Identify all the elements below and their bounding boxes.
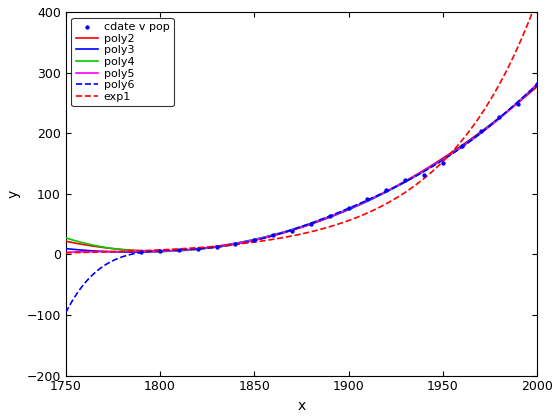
poly5: [62, 250, 69, 255]
poly3: [287, 228, 294, 233]
Legend: cdate v pop, poly2, poly3, poly4, poly5, poly6, exp1: cdate v pop, poly2, poly3, poly4, poly5,…: [71, 18, 174, 106]
poly4: [319, 217, 325, 222]
poly4: [344, 207, 351, 212]
poly6: [343, 207, 349, 212]
poly2: [524, 93, 530, 98]
cdate v pop: [325, 213, 334, 220]
cdate v pop: [495, 114, 504, 121]
cdate v pop: [382, 187, 391, 194]
poly6: [318, 217, 324, 222]
poly4: [534, 82, 540, 87]
poly2: [287, 228, 294, 234]
X-axis label: x: x: [297, 399, 306, 413]
poly3: [62, 246, 69, 251]
cdate v pop: [476, 128, 485, 134]
poly2: [155, 248, 162, 253]
poly2: [290, 228, 297, 233]
cdate v pop: [193, 245, 202, 252]
exp1: [534, 0, 540, 2]
cdate v pop: [250, 237, 259, 244]
poly2: [534, 84, 540, 89]
poly4: [62, 235, 69, 240]
cdate v pop: [174, 247, 183, 253]
cdate v pop: [514, 100, 522, 107]
cdate v pop: [344, 205, 353, 212]
cdate v pop: [269, 232, 278, 239]
cdate v pop: [457, 142, 466, 149]
poly4: [154, 249, 161, 254]
poly6: [522, 92, 529, 97]
cdate v pop: [287, 228, 296, 234]
poly5: [286, 228, 293, 233]
cdate v pop: [363, 195, 372, 202]
poly3: [344, 207, 351, 213]
exp1: [286, 234, 293, 239]
cdate v pop: [400, 177, 409, 184]
poly4: [524, 92, 530, 97]
poly5: [318, 218, 324, 223]
exp1: [522, 26, 529, 31]
exp1: [318, 227, 324, 232]
poly5: [522, 92, 529, 97]
cdate v pop: [231, 241, 240, 247]
poly5: [534, 81, 540, 87]
poly2: [450, 149, 456, 154]
Y-axis label: y: y: [7, 190, 21, 198]
cdate v pop: [419, 171, 428, 178]
cdate v pop: [137, 249, 146, 255]
poly6: [449, 152, 455, 157]
poly5: [449, 151, 455, 156]
poly2: [62, 239, 69, 244]
Line: poly5: poly5: [66, 84, 537, 252]
poly3: [130, 249, 137, 255]
exp1: [289, 234, 296, 239]
Line: poly4: poly4: [66, 84, 537, 252]
poly2: [319, 218, 325, 223]
Line: exp1: exp1: [66, 0, 537, 253]
poly5: [343, 207, 349, 213]
poly2: [344, 207, 351, 213]
poly4: [290, 226, 297, 231]
exp1: [343, 219, 349, 224]
poly5: [289, 227, 296, 232]
poly3: [290, 227, 297, 232]
poly6: [62, 310, 69, 315]
poly6: [289, 227, 296, 232]
poly4: [450, 150, 456, 155]
poly6: [534, 82, 540, 87]
exp1: [62, 250, 69, 255]
poly3: [524, 92, 530, 97]
cdate v pop: [306, 220, 315, 227]
cdate v pop: [438, 160, 447, 166]
exp1: [449, 150, 455, 155]
Line: poly6: poly6: [66, 84, 537, 313]
cdate v pop: [533, 81, 542, 87]
poly4: [287, 228, 294, 233]
cdate v pop: [156, 248, 165, 255]
cdate v pop: [212, 243, 221, 250]
poly6: [286, 228, 293, 233]
Line: poly3: poly3: [66, 85, 537, 252]
Line: poly2: poly2: [66, 87, 537, 251]
poly3: [319, 218, 325, 223]
poly3: [534, 83, 540, 88]
poly3: [450, 150, 456, 155]
